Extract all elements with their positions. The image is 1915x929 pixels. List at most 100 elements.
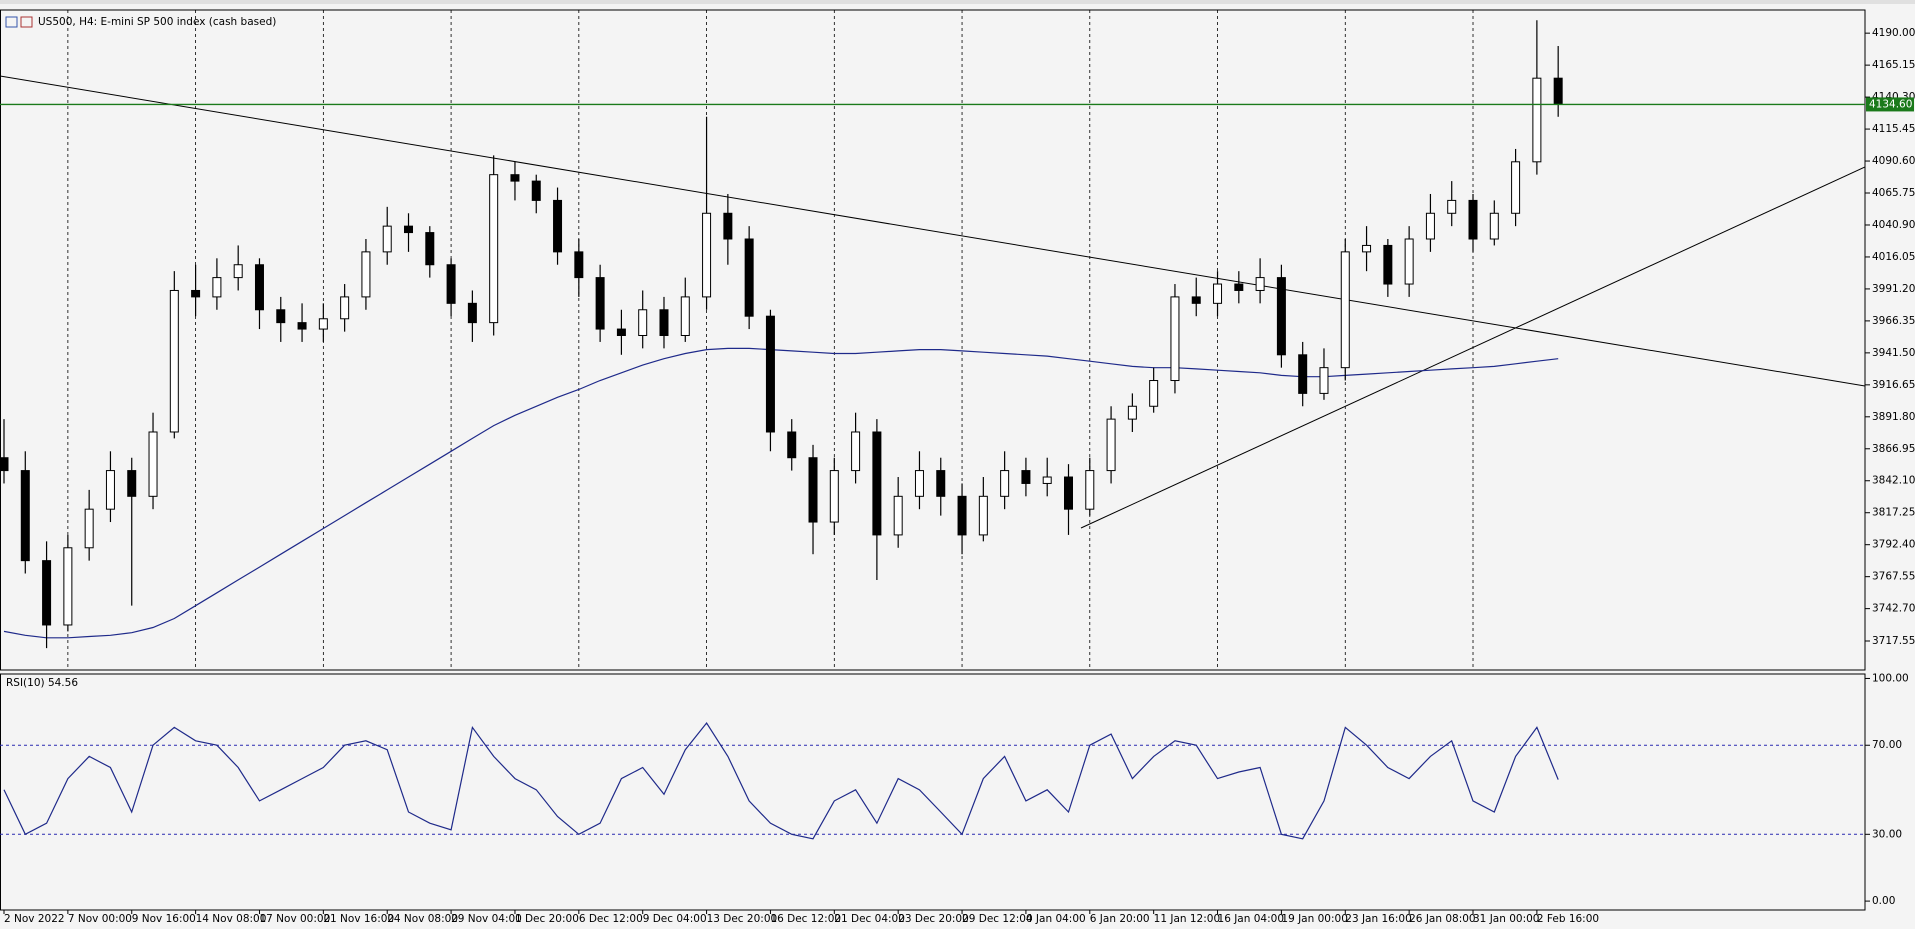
y-tick-label: 3842.10: [1872, 475, 1915, 487]
icon: [20, 16, 33, 28]
x-tick-label: 16 Dec 12:00: [770, 913, 841, 925]
candle-body: [169, 289, 179, 433]
x-tick-label: 2 Feb 16:00: [1537, 913, 1599, 925]
x-tick-label: 2 Nov 2022: [4, 913, 65, 925]
candle-body: [1191, 296, 1201, 304]
candle-body: [1425, 212, 1435, 240]
x-tick-label: 23 Dec 20:00: [898, 913, 969, 925]
candle-body: [1511, 161, 1521, 214]
candle-body: [1404, 238, 1414, 285]
candle-body: [446, 264, 456, 304]
candle-body: [1489, 212, 1499, 240]
candle-body: [63, 547, 73, 626]
y-tick-label: 3891.80: [1872, 411, 1915, 423]
x-tick-label: 24 Nov 08:00: [387, 913, 458, 925]
y-tick-label: 0.00: [1872, 895, 1895, 907]
icon: [5, 16, 18, 28]
x-tick-label: 6 Dec 12:00: [579, 913, 643, 925]
candle-body: [1298, 354, 1308, 394]
rsi-line: [3, 721, 1559, 840]
candle-body: [1127, 405, 1137, 420]
candle-body: [872, 431, 882, 536]
candle-body: [467, 302, 477, 324]
y-tick-label: 3792.40: [1872, 539, 1915, 551]
candle-body: [1362, 244, 1372, 253]
candle-body: [84, 508, 94, 549]
y-tick-label: 3966.35: [1872, 315, 1915, 327]
candle-body: [1340, 251, 1350, 369]
candle-body: [1149, 380, 1159, 407]
candle-body: [1021, 470, 1031, 484]
candle-body: [936, 470, 946, 497]
candle-body: [148, 431, 158, 497]
candle-body: [340, 296, 350, 320]
x-tick-label: 14 Nov 08:00: [196, 913, 267, 925]
y-tick-label: 100.00: [1872, 672, 1909, 684]
candle-body: [20, 470, 30, 562]
candle-body: [851, 431, 861, 472]
main-plot: [0, 10, 1865, 670]
candle-body: [127, 470, 137, 497]
candle-body: [212, 277, 222, 298]
candle-body: [1553, 77, 1563, 105]
candle-body: [829, 470, 839, 523]
x-tick-label: 13 Dec 20:00: [707, 913, 778, 925]
candle-body: [1276, 277, 1286, 356]
candle-body: [1064, 476, 1073, 510]
candle-body: [957, 495, 967, 536]
y-tick-label: 4016.05: [1872, 251, 1915, 263]
candle-body: [638, 309, 648, 336]
y-tick-label: 4165.15: [1872, 59, 1915, 71]
candle-body: [404, 225, 414, 234]
candle-body: [978, 495, 988, 536]
candle-body: [191, 289, 201, 298]
candle-body: [297, 322, 307, 330]
x-tick-label: 17 Nov 00:00: [259, 913, 330, 925]
candle-body: [1319, 367, 1329, 394]
x-tick-label: 4 Jan 04:00: [1026, 913, 1086, 925]
candle-body: [765, 315, 775, 433]
candle-body: [382, 225, 392, 253]
candle-body: [1000, 470, 1010, 497]
y-tick-label: 3717.55: [1872, 635, 1915, 647]
y-tick-label: 4190.00: [1872, 27, 1915, 39]
candle-body: [318, 318, 328, 330]
candle-body: [1234, 283, 1244, 291]
x-tick-label: 21 Nov 16:00: [323, 913, 394, 925]
x-tick-label: 29 Dec 12:00: [962, 913, 1033, 925]
candle-body: [1447, 199, 1457, 214]
candle-body: [553, 199, 563, 253]
y-tick-label: 3767.55: [1872, 571, 1915, 583]
x-tick-label: 9 Dec 04:00: [643, 913, 707, 925]
candle-body: [574, 251, 584, 279]
price-label-box: [1866, 97, 1914, 112]
candle-body: [1468, 199, 1478, 240]
x-tick-label: 9 Nov 16:00: [132, 913, 196, 925]
candle-body: [1085, 470, 1095, 510]
candle-body: [361, 251, 371, 298]
y-tick-label: 30.00: [1872, 828, 1902, 840]
x-tick-label: 29 Nov 04:00: [451, 913, 522, 925]
x-tick-label: 11 Jan 12:00: [1154, 913, 1220, 925]
price-label: 4134.60: [1869, 98, 1912, 110]
candle-body: [42, 560, 52, 626]
candle-body: [787, 431, 797, 459]
x-tick-label: 26 Jan 08:00: [1409, 913, 1475, 925]
x-tick-label: 16 Jan 04:00: [1218, 913, 1284, 925]
candle-body: [1383, 244, 1393, 285]
candle-body: [893, 495, 903, 536]
trend-line: [1080, 166, 1865, 529]
candle-body: [254, 264, 264, 311]
candle-body: [659, 309, 669, 336]
candle-body: [723, 212, 733, 240]
y-tick-label: 3941.50: [1872, 347, 1915, 359]
y-tick-label: 70.00: [1872, 739, 1902, 751]
y-tick-label: 3991.20: [1872, 283, 1915, 295]
rsi-panel: [0, 673, 1866, 911]
trend-line: [0, 75, 1865, 387]
y-tick-label: 4065.75: [1872, 187, 1915, 199]
rsi-title: RSI(10) 54.56: [6, 677, 78, 689]
candle-body: [510, 174, 520, 182]
x-tick-label: 19 Jan 00:00: [1281, 913, 1347, 925]
